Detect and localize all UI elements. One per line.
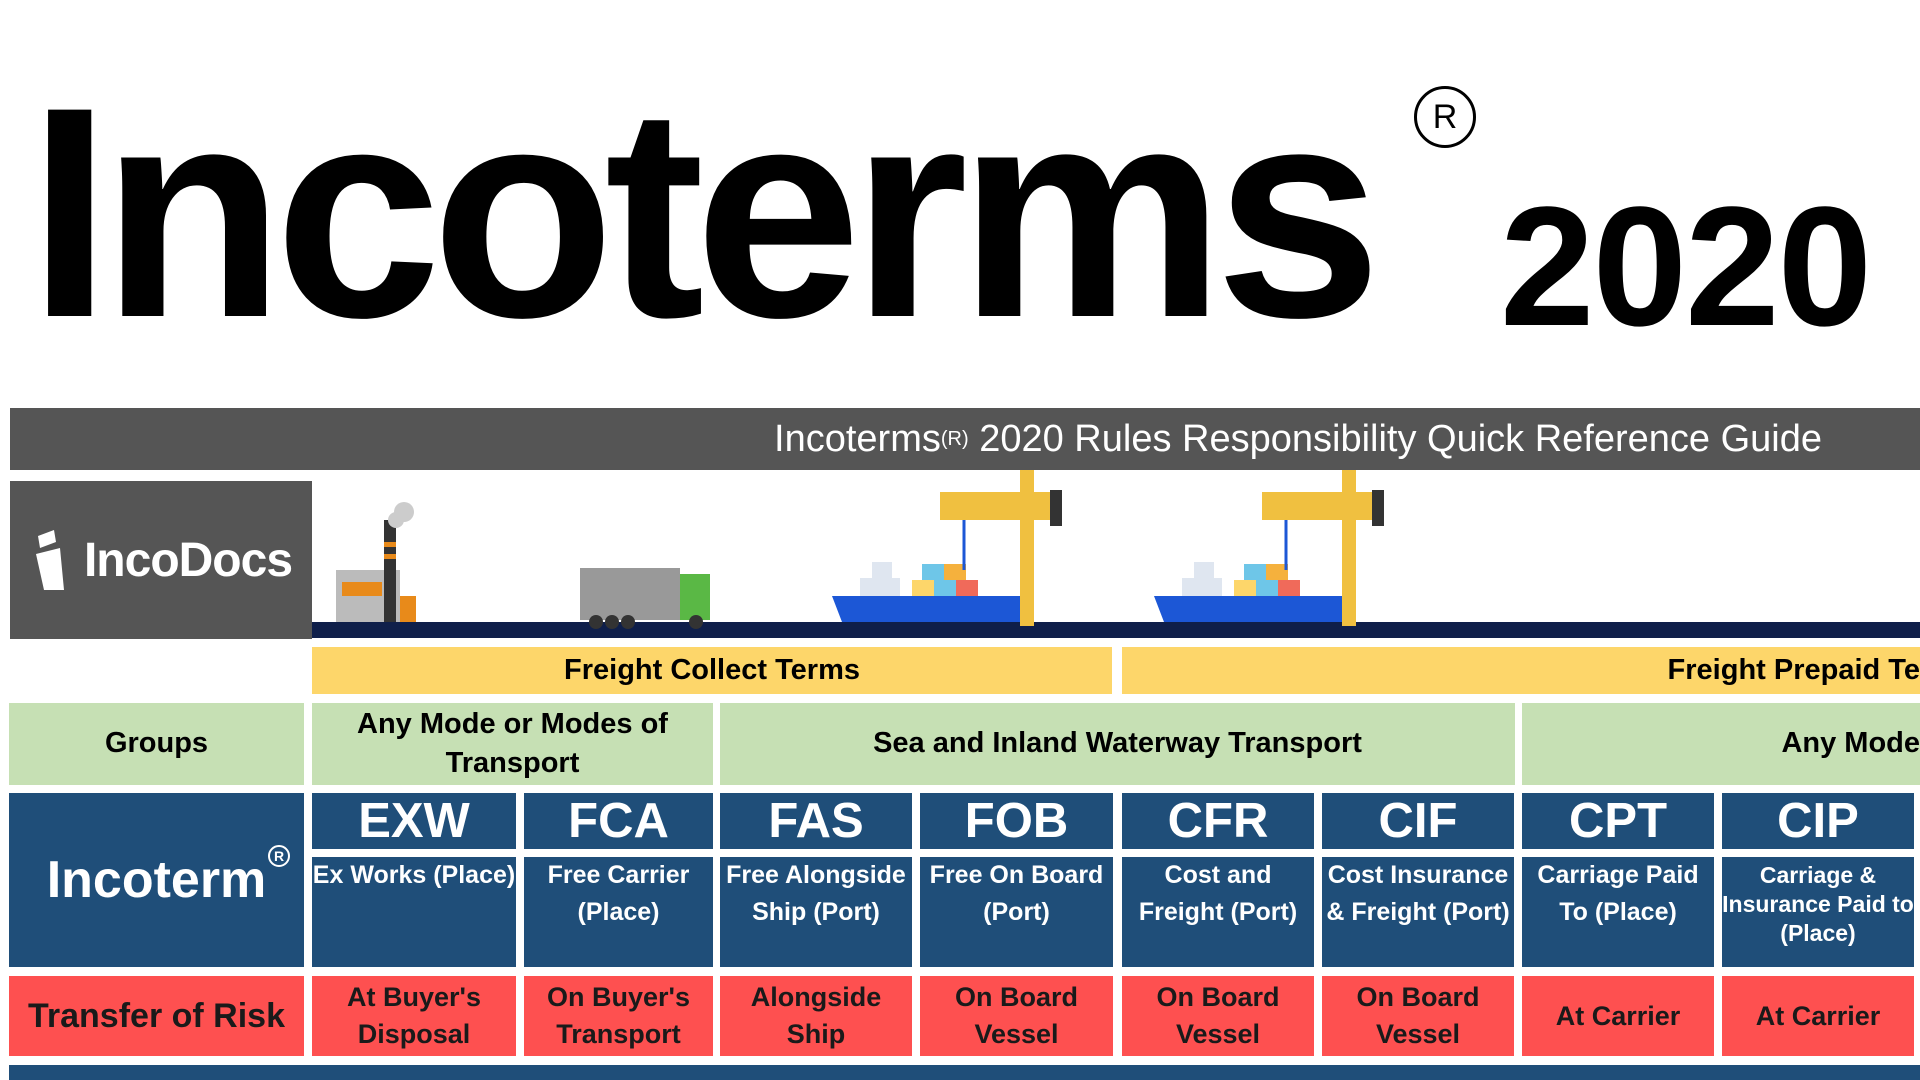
incoterm-desc-cip: Carriage & Insurance Paid to (Place): [1722, 857, 1914, 967]
risk-cpt: At Carrier: [1522, 976, 1714, 1056]
incoterm-code-cpt: CPT: [1522, 793, 1714, 849]
guide-title: 2020 Rules Responsibility Quick Referenc…: [979, 417, 1822, 460]
incoterm-label-text: Incoterm: [46, 851, 267, 909]
incoterm-row-label: Incoterm R: [9, 793, 304, 967]
registered-mark: R: [1414, 86, 1476, 148]
freight-collect-terms: Freight Collect Terms: [312, 647, 1112, 694]
incoterm-registered-mark: R: [268, 845, 290, 867]
ship-crane-icon-2: [1154, 470, 1384, 626]
incoterm-desc-cfr: Cost and Freight (Port): [1122, 857, 1314, 967]
guide-prefix: Incoterms: [774, 417, 941, 460]
groups-label: Groups: [9, 703, 304, 785]
transport-illustration: [312, 470, 1920, 638]
incoterm-code-cip: CIP: [1722, 793, 1914, 849]
risk-cfr: On Board Vessel: [1122, 976, 1314, 1056]
ship-crane-icon: [832, 470, 1062, 626]
risk-fas: Alongside Ship: [720, 976, 912, 1056]
ground-strip: [312, 622, 1920, 638]
risk-cip: At Carrier: [1722, 976, 1914, 1056]
group-sea-inland: Sea and Inland Waterway Transport: [720, 703, 1515, 785]
incodocs-logo-icon: [35, 530, 64, 590]
truck-icon: [580, 568, 710, 629]
transfer-of-risk-label: Transfer of Risk: [9, 976, 304, 1056]
risk-fca: On Buyer's Transport: [524, 976, 713, 1056]
incoterm-code-cfr: CFR: [1122, 793, 1314, 849]
risk-cif: On Board Vessel: [1322, 976, 1514, 1056]
freight-prepaid-terms: Freight Prepaid Te: [1122, 647, 1920, 694]
incoterm-code-exw: EXW: [312, 793, 516, 849]
incoterm-code-fca: FCA: [524, 793, 713, 849]
incoterms-title: Incoterms: [28, 44, 1382, 380]
risk-exw: At Buyer's Disposal: [312, 976, 516, 1056]
incodocs-logo: IncoDocs: [10, 481, 312, 639]
incoterm-code-fas: FAS: [720, 793, 912, 849]
guide-title-bar: Incoterms (R) 2020 Rules Responsibility Q…: [10, 408, 1920, 470]
incoterm-code-fob: FOB: [920, 793, 1113, 849]
group-any-mode-2: Any Mode: [1522, 703, 1920, 785]
risk-fob: On Board Vessel: [920, 976, 1113, 1056]
year-title: 2020: [1500, 172, 1872, 362]
incoterm-code-cif: CIF: [1322, 793, 1514, 849]
incoterm-desc-fob: Free On Board (Port): [920, 857, 1113, 967]
incoterm-desc-exw: Ex Works (Place): [312, 857, 516, 967]
incoterm-desc-cif: Cost Insurance & Freight (Port): [1322, 857, 1514, 967]
incoterm-desc-cpt: Carriage Paid To (Place): [1522, 857, 1714, 967]
bottom-bar: [9, 1065, 1920, 1080]
factory-icon: [336, 502, 416, 622]
group-any-mode: Any Mode or Modes of Transport: [312, 703, 713, 785]
incoterm-desc-fca: Free Carrier (Place): [524, 857, 713, 967]
logo-text: IncoDocs: [83, 533, 293, 587]
incoterm-desc-fas: Free Alongside Ship (Port): [720, 857, 912, 967]
guide-registered-mark: (R): [940, 427, 969, 450]
